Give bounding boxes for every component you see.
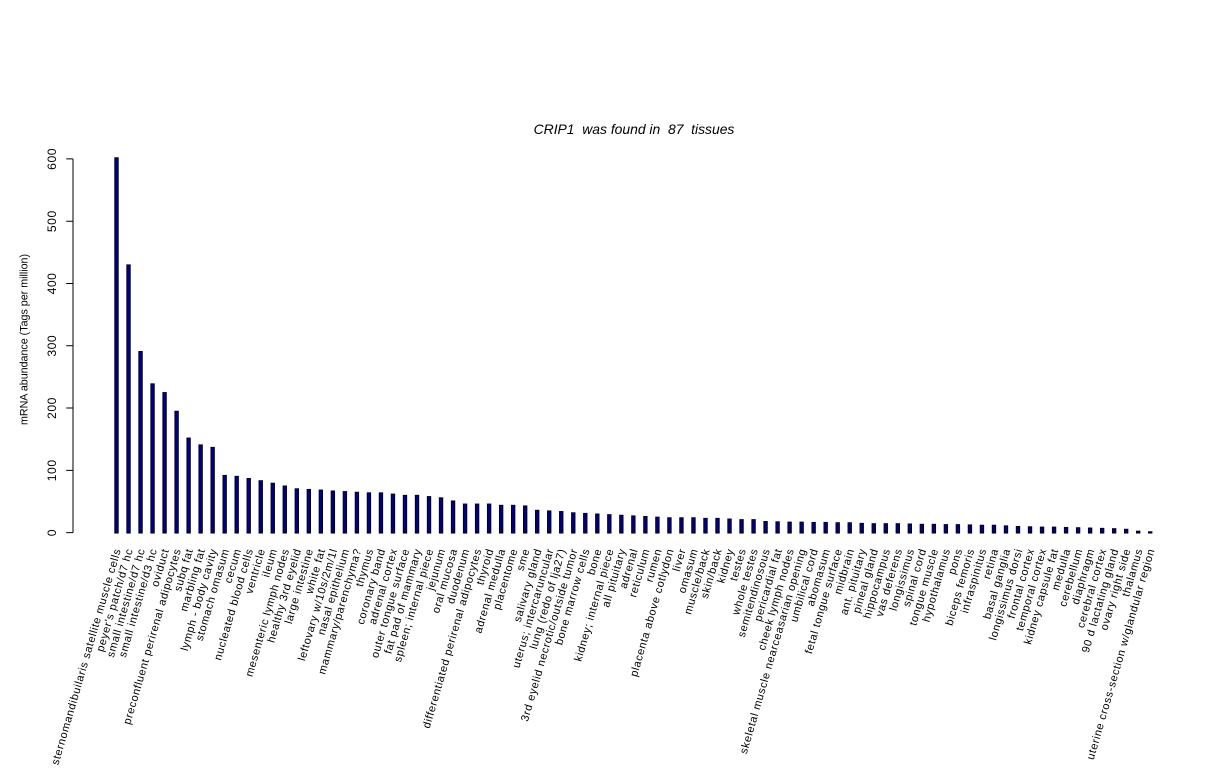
svg-text:0: 0	[45, 529, 59, 536]
svg-text:CRIP1 was found in 87 tissu: CRIP1 was found in 87 tissues	[534, 121, 735, 137]
svg-text:100: 100	[45, 459, 59, 481]
svg-text:300: 300	[45, 335, 59, 357]
svg-text:400: 400	[45, 273, 59, 295]
svg-text:200: 200	[45, 397, 59, 419]
svg-text:600: 600	[45, 148, 59, 170]
svg-text:500: 500	[45, 210, 59, 232]
svg-text:mRNA abundance (Tags per milli: mRNA abundance (Tags per million)	[19, 254, 31, 425]
